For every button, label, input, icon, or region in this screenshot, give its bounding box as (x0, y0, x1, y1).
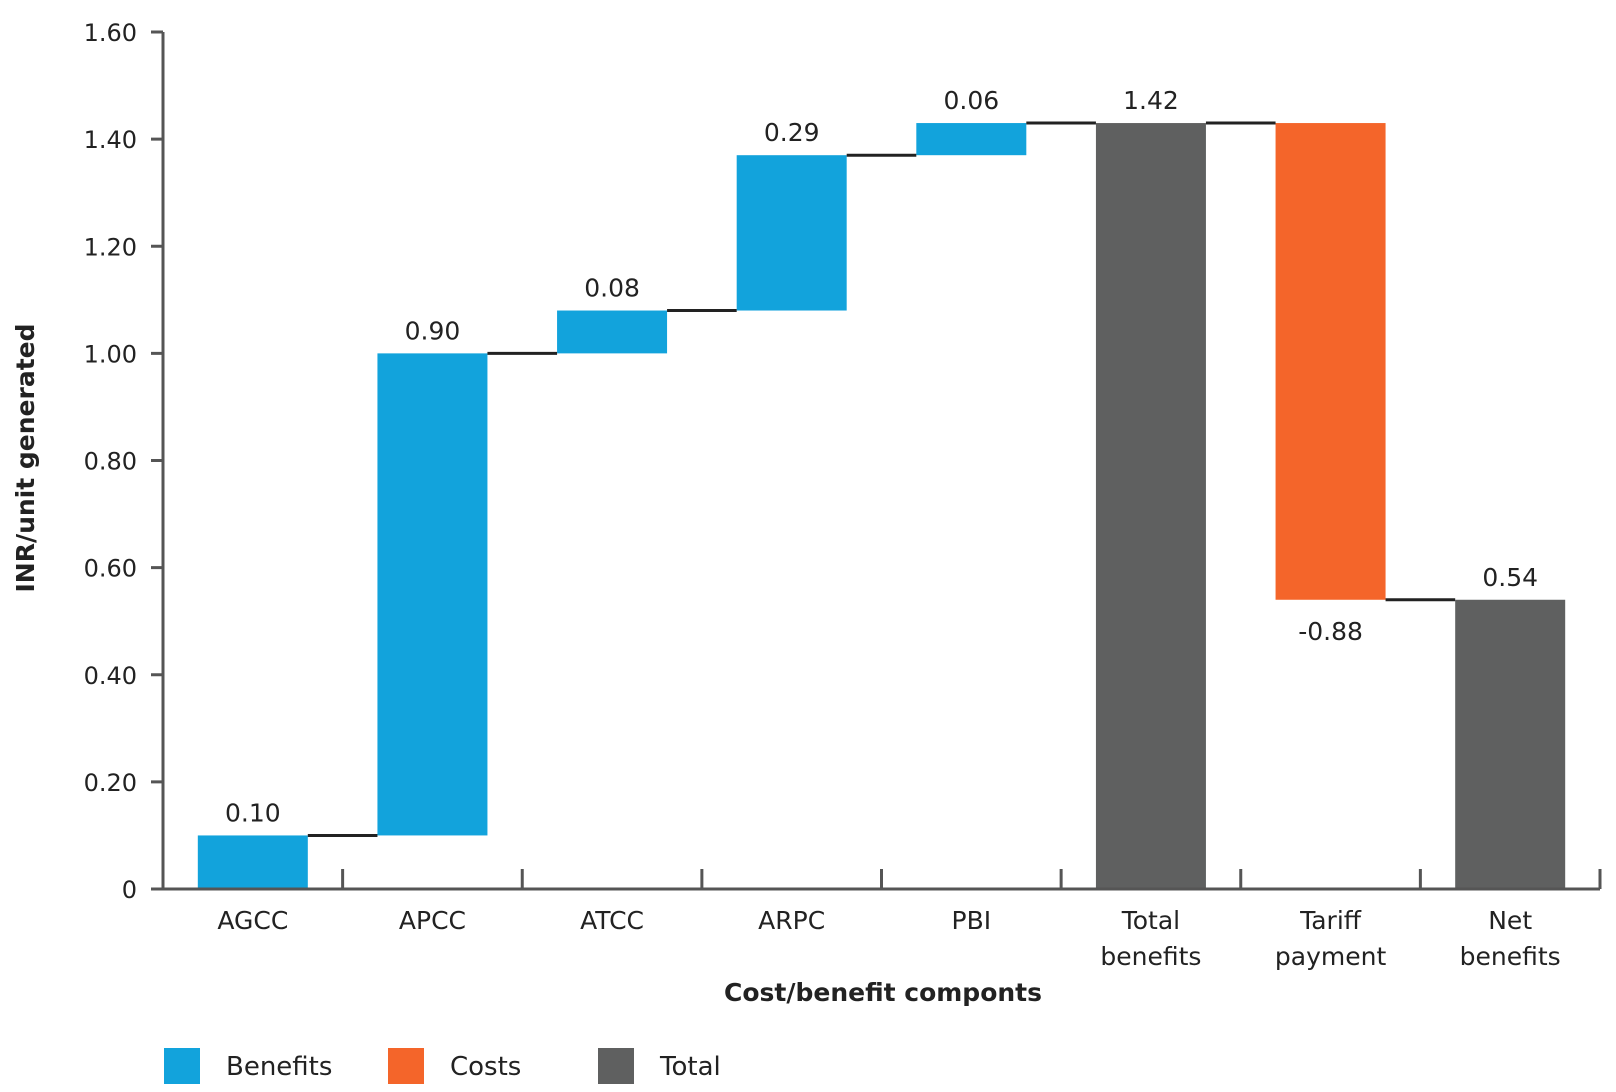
y-tick-label: 0.80 (84, 448, 137, 476)
x-axis-labels: AGCC APCC ATCC ARPC PBI Total benefits Tariff pa… (217, 906, 1560, 971)
bar-pbi (916, 123, 1027, 156)
legend-swatch-total (598, 1048, 634, 1084)
y-tick-label: 1.00 (84, 340, 137, 368)
connectors (307, 121, 1456, 837)
y-tick-label: 0.20 (84, 769, 137, 797)
bar-apcc (377, 353, 488, 836)
y-tick-label: 1.60 (84, 19, 137, 47)
x-tick-label: AGCC (217, 906, 288, 935)
bar-net-benefits (1455, 599, 1566, 889)
data-label: 0.54 (1482, 563, 1538, 592)
legend: Benefits Costs Total (164, 1048, 721, 1084)
x-tick-label: PBI (952, 906, 992, 935)
data-label: -0.88 (1298, 617, 1363, 646)
legend-label-costs: Costs (450, 1052, 521, 1082)
data-label: 0.06 (943, 86, 999, 115)
y-tick-label: 1.20 (84, 233, 137, 261)
legend-label-total: Total (659, 1052, 721, 1082)
bars (197, 123, 1566, 889)
legend-swatch-costs (388, 1048, 424, 1084)
bar-total-benefits (1095, 123, 1206, 889)
x-tick-label: APCC (399, 906, 466, 935)
bar-arpc (736, 155, 847, 311)
data-label: 0.10 (225, 798, 281, 827)
data-label: 1.42 (1123, 86, 1179, 115)
x-tick-label: ATCC (580, 906, 644, 935)
x-tick-label: ARPC (758, 906, 825, 935)
x-tick-label: Tariff payment (1275, 906, 1387, 971)
x-tick-label: Net benefits (1460, 906, 1561, 971)
data-label: 0.08 (584, 274, 640, 303)
data-label: 0.29 (764, 118, 820, 147)
data-label: 0.90 (405, 316, 461, 345)
bar-tariff-payment (1275, 123, 1386, 600)
axes (161, 32, 1602, 891)
x-axis-title: Cost/benefit componts (724, 978, 1042, 1007)
bar-agcc (197, 835, 308, 889)
x-tick-label: Total benefits (1100, 906, 1201, 971)
legend-label-benefits: Benefits (226, 1052, 332, 1082)
legend-swatch-benefits (164, 1048, 200, 1084)
data-labels: 0.10 0.90 0.08 0.29 0.06 1.42 -0.88 0.54 (225, 86, 1538, 827)
y-tick-label: 1.40 (84, 126, 137, 154)
y-axis-title: INR/unit generated (11, 323, 40, 592)
y-tick-label: 0 (122, 876, 137, 904)
bar-atcc (557, 310, 668, 354)
y-tick-label: 0.40 (84, 662, 137, 690)
y-tick-label: 0.60 (84, 555, 137, 583)
y-axis-ticks: 0 0.20 0.40 0.60 0.80 1.00 1.20 1.40 1.60 (84, 19, 163, 904)
